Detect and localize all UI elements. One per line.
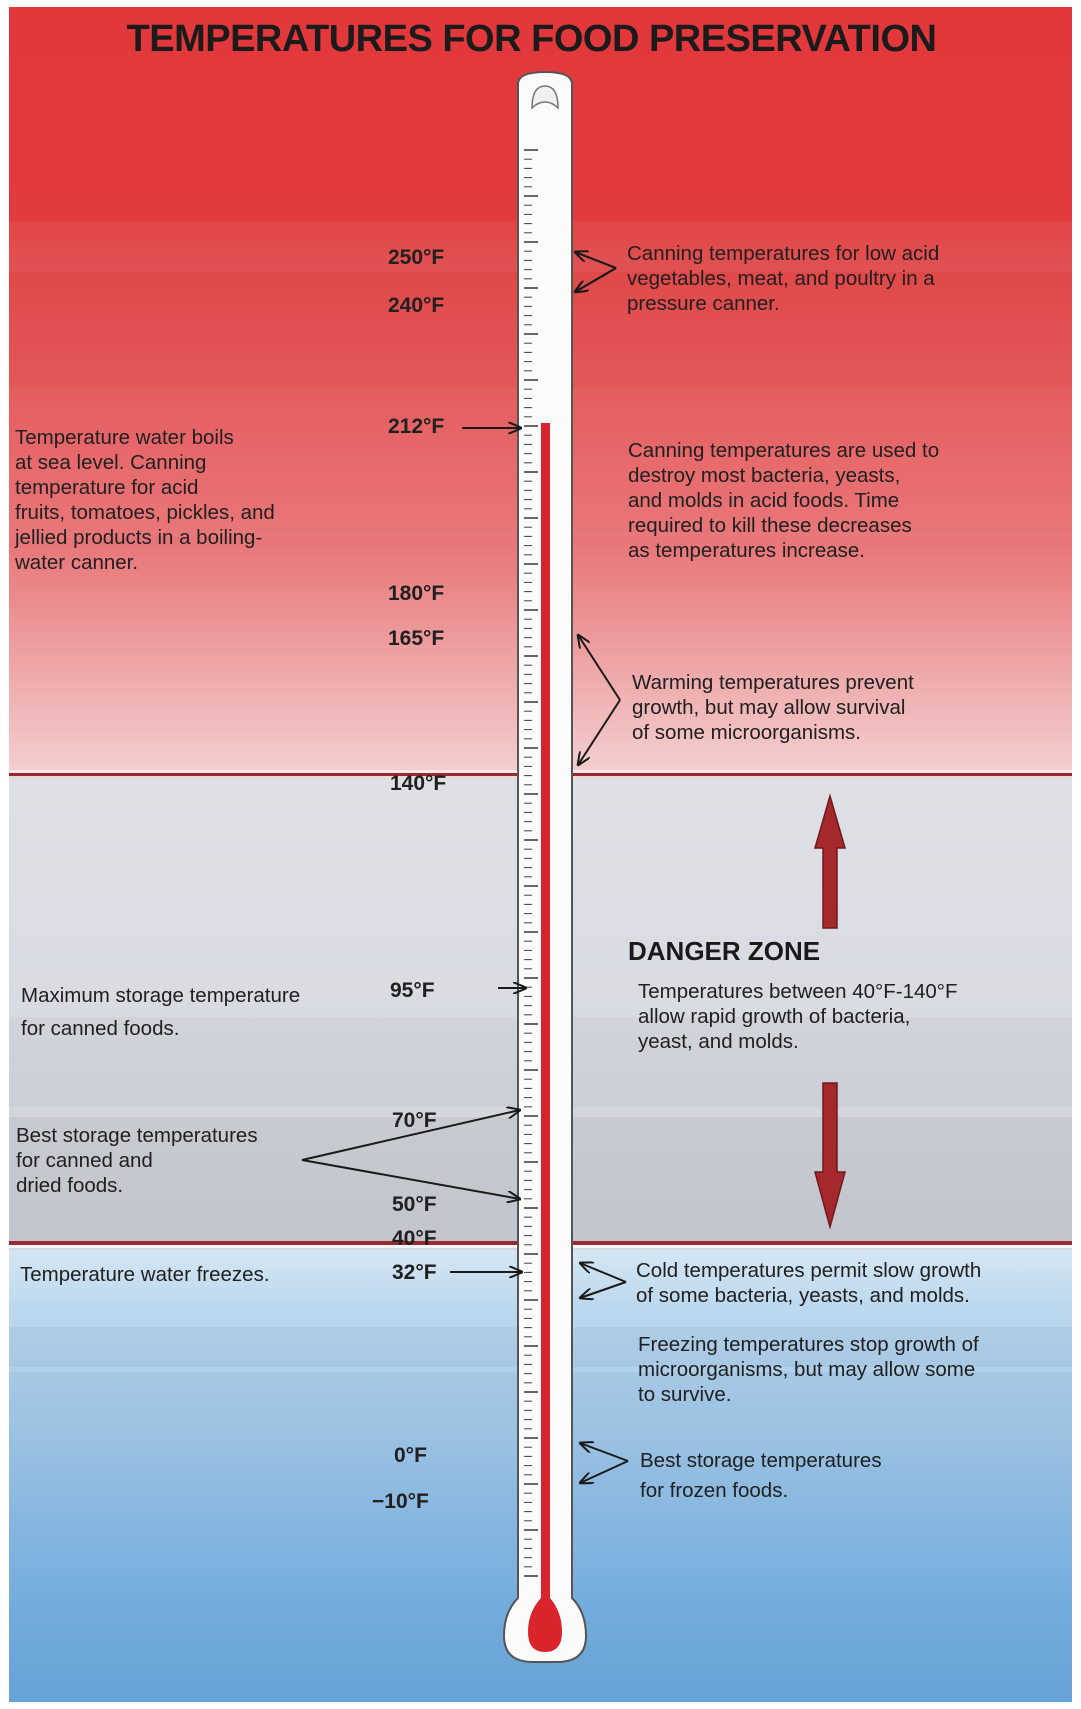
note-water-freezes: Temperature water freezes. (20, 1263, 270, 1286)
temp-label-40: 40°F (392, 1227, 437, 1250)
pointer-arrows (301, 252, 629, 1483)
note-frozen-storage: Best storage temperatures for frozen foo… (640, 1449, 882, 1502)
note-water-boils: Temperature water boils at sea level. Ca… (15, 426, 275, 574)
thermometer-top-reservoir (531, 85, 559, 110)
arrow-frozen-lower (580, 1460, 629, 1483)
arrow-cold-upper (580, 1263, 627, 1283)
temp-label-250: 250°F (388, 246, 445, 269)
temp-label-95: 95°F (390, 979, 435, 1002)
note-cold: Cold temperatures permit slow growth of … (636, 1259, 982, 1307)
mercury-column (541, 423, 550, 1603)
note-warming: Warming temperatures prevent growth, but… (632, 671, 914, 744)
arrow-165 (578, 635, 621, 701)
danger-arrows (814, 793, 846, 1230)
arrow-240 (575, 267, 617, 292)
page-title: TEMPERATURES FOR FOOD PRESERVATION (126, 18, 937, 60)
thermometer (502, 70, 588, 1663)
danger-zone-title: DANGER ZONE (628, 936, 821, 966)
temp-label-50: 50°F (392, 1193, 437, 1216)
arrow-140 (578, 699, 621, 765)
note-danger-zone: Temperatures between 40°F-140°F allow ra… (638, 980, 958, 1053)
temp-label-70: 70°F (392, 1109, 437, 1132)
danger-arrow-down (814, 1082, 846, 1230)
scale-ticks (524, 149, 538, 1577)
note-pressure-canning: Canning temperatures for low acid vegeta… (627, 242, 940, 315)
temp-label-212: 212°F (388, 415, 445, 438)
temp-label-minus-10: −10°F (372, 1490, 429, 1513)
arrow-cold-lower (580, 1281, 627, 1298)
temp-label-180: 180°F (388, 582, 445, 605)
note-freezing: Freezing temperatures stop growth of mic… (638, 1333, 979, 1406)
temp-label-32: 32°F (392, 1261, 437, 1284)
arrow-50 (301, 1159, 520, 1199)
temp-label-240: 240°F (388, 294, 445, 317)
temp-label-165: 165°F (388, 627, 445, 650)
note-best-storage-canned: Best storage temperatures for canned and… (16, 1124, 258, 1197)
mercury-bulb (528, 1598, 562, 1652)
arrow-frozen-upper (580, 1443, 629, 1462)
arrow-70 (301, 1110, 520, 1161)
note-acid-canning: Canning temperatures are used to destroy… (628, 439, 940, 562)
arrow-250 (575, 252, 617, 269)
note-max-storage: Maximum storage temperature for canned f… (21, 984, 301, 1040)
temp-label-140: 140°F (390, 772, 447, 795)
temp-label-0: 0°F (394, 1444, 427, 1467)
danger-arrow-up (814, 793, 846, 929)
